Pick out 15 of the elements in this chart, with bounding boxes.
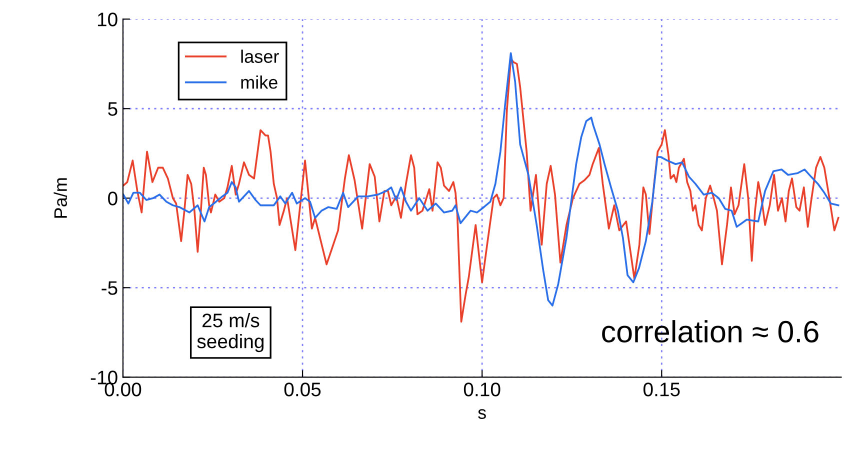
- y-tick-label: 0: [108, 192, 118, 206]
- annotation: correlation ≈ 0.6: [602, 320, 818, 343]
- legend-label: laser: [241, 50, 279, 63]
- x-axis-title: s: [478, 409, 486, 419]
- y-tick-label: 5: [108, 102, 118, 116]
- x-tick-label: 0.05: [284, 382, 321, 396]
- y-tick-label: -10: [90, 370, 118, 384]
- y-tick-label: -5: [102, 281, 118, 295]
- legend-label: mike: [241, 76, 278, 89]
- x-tick-label: 0.15: [643, 382, 680, 396]
- x-tick-label: 0.10: [464, 382, 500, 396]
- annotation: 25 m/s seeding: [197, 313, 264, 352]
- y-tick-label: 10: [98, 12, 118, 26]
- y-axis-title: Pa/m: [54, 178, 67, 218]
- x-tick-label: 0.00: [104, 382, 142, 396]
